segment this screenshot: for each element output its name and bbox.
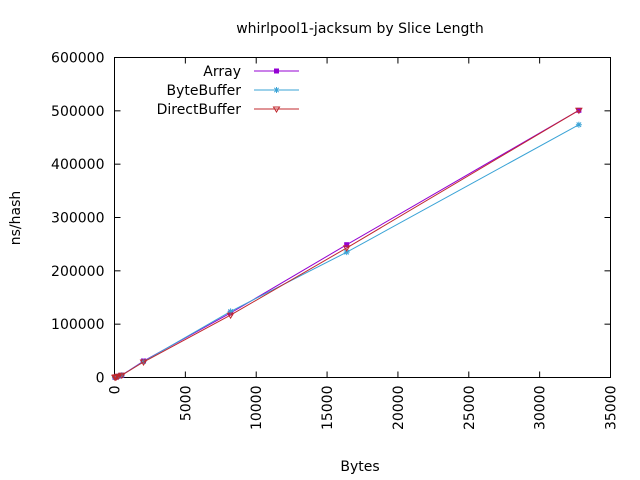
data-point (226, 312, 235, 320)
y-tick-label: 200000 (51, 264, 104, 280)
data-point (343, 249, 350, 256)
data-point (344, 242, 350, 248)
y-axis-label: ns/hash (8, 191, 24, 246)
data-point (272, 106, 281, 113)
x-axis-label: Bytes (340, 459, 379, 475)
y-tick-label: 300000 (51, 211, 104, 227)
data-point (114, 373, 123, 381)
legend-item: ByteBuffer (167, 83, 299, 99)
y-tick-label: 0 (96, 371, 105, 387)
x-tick-label: 0 (108, 386, 124, 395)
series-directbuffer (111, 107, 583, 382)
x-tick-label: 35000 (604, 386, 620, 431)
x-tick-label: 5000 (178, 386, 194, 422)
data-point (342, 245, 351, 252)
x-tick-label: 25000 (462, 386, 478, 431)
data-point (575, 121, 582, 128)
legend-label: DirectBuffer (157, 102, 242, 118)
y-axis-ticks: 0 100000 200000 300000 400000 500000 600000 (51, 51, 611, 387)
x-tick-label: 20000 (391, 386, 407, 431)
data-point (273, 87, 280, 93)
data-point (139, 359, 148, 367)
y-tick-label: 100000 (51, 317, 104, 333)
chart-title: whirlpool1-jacksum by Slice Length (236, 21, 484, 37)
legend: Array ByteBuffer DirectBuffer (157, 64, 299, 118)
legend-item: DirectBuffer (157, 102, 299, 118)
x-tick-label: 15000 (320, 386, 336, 431)
data-point (117, 372, 126, 380)
y-tick-label: 600000 (51, 51, 104, 67)
y-tick-label: 500000 (51, 104, 104, 120)
series-layer (111, 107, 583, 382)
legend-label: Array (203, 64, 241, 80)
data-point (574, 107, 583, 115)
y-tick-label: 400000 (51, 157, 104, 173)
data-point (227, 308, 234, 315)
series-line (114, 109, 580, 378)
x-tick-label: 10000 (249, 386, 265, 431)
legend-label: ByteBuffer (167, 83, 242, 99)
data-point (112, 374, 121, 381)
x-tick-label: 30000 (533, 386, 549, 431)
data-point (274, 68, 279, 74)
legend-item: Array (203, 64, 299, 80)
x-axis-ticks: 0 5000 10000 15000 20000 25000 30000 35000 (108, 57, 620, 431)
